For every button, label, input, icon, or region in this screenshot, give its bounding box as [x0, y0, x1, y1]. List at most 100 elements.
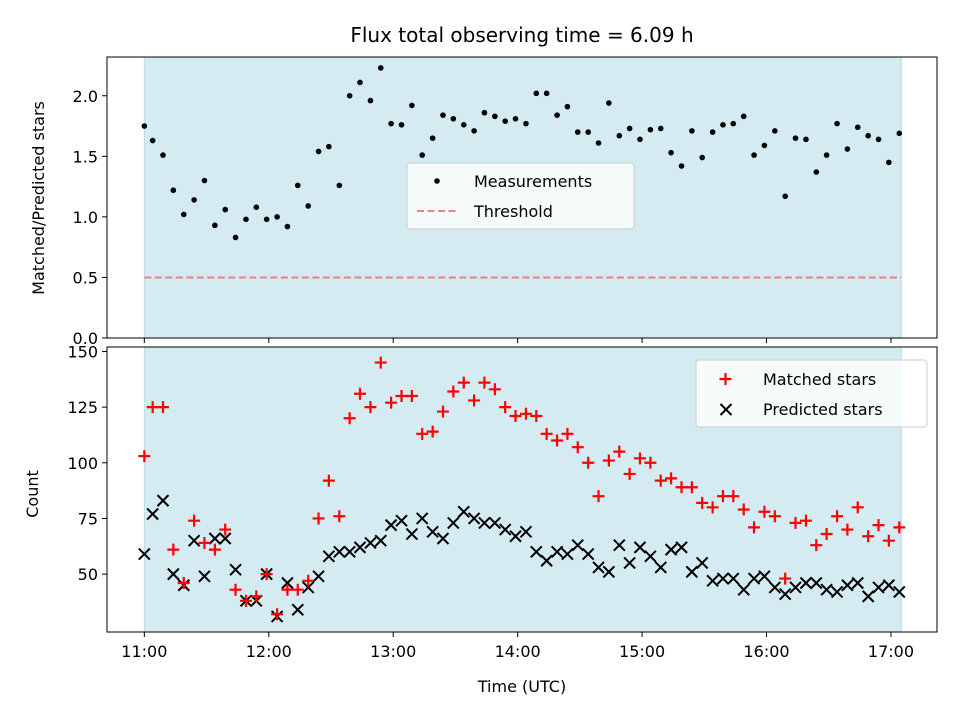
bottom-y-tick-label: 50	[78, 565, 98, 584]
measurement-point	[886, 159, 892, 166]
measurement-point	[523, 120, 529, 127]
predicted-star-point	[467, 512, 481, 525]
matched-star-point	[706, 501, 719, 514]
legend-predicted-label: Predicted stars	[763, 400, 883, 419]
matched-star-point	[271, 608, 284, 621]
predicted-star-point	[198, 570, 211, 583]
bottom-y-tick-label: 125	[67, 398, 98, 417]
top-y-tick-label: 2.0	[73, 87, 98, 106]
predicted-star-point	[592, 561, 605, 574]
matched-star-point	[239, 594, 252, 607]
matched-star-point	[789, 516, 802, 529]
predicted-star-point	[302, 581, 315, 594]
matched-star-point	[385, 396, 398, 409]
top-panel: 0.0 0.5 1.0 1.5 2.0 Flux total observing tim…	[29, 23, 938, 348]
measurement-point	[460, 122, 467, 128]
predicted-star-point	[830, 585, 844, 599]
measurement-point	[875, 136, 882, 143]
predicted-star-point	[747, 572, 761, 585]
measurement-point	[201, 177, 208, 184]
measurement-point	[574, 129, 581, 135]
matched-star-point	[312, 512, 325, 525]
predicted-star-point	[488, 516, 502, 530]
predicted-star-point	[727, 572, 740, 585]
predicted-star-point	[447, 516, 460, 530]
measurement-point	[367, 97, 374, 104]
predicted-star-point	[778, 587, 792, 601]
x-tick-label: 17:00	[868, 642, 914, 661]
matched-star-point	[177, 577, 190, 590]
predicted-star-point	[187, 534, 201, 547]
matched-star-point	[561, 427, 574, 440]
matched-star-point	[260, 568, 273, 581]
predicted-star-point	[457, 505, 470, 518]
measurement-point	[689, 128, 695, 134]
measurement-point	[761, 142, 768, 149]
matched-star-point	[851, 501, 864, 514]
predicted-star-point	[374, 534, 387, 547]
predicted-star-point	[737, 583, 750, 596]
measurement-point	[554, 112, 560, 118]
matched-star-point	[654, 474, 667, 487]
predicted-star-point	[685, 565, 699, 579]
measurement-point	[377, 65, 384, 71]
measurement-point	[263, 216, 270, 223]
matched-star-point	[862, 530, 875, 543]
matched-star-point	[333, 510, 346, 523]
bottom-y-tick-label: 75	[78, 509, 98, 528]
top-y-tick-label: 1.0	[73, 208, 98, 227]
predicted-star-point	[436, 532, 450, 545]
legend-matched-marker	[719, 373, 732, 385]
predicted-star-point	[654, 561, 667, 574]
measurement-point	[253, 204, 260, 210]
matched-star-point	[633, 452, 646, 465]
predicted-star-point	[478, 516, 491, 530]
matched-star-point	[374, 356, 387, 369]
matched-star-point	[571, 441, 584, 454]
predicted-star-point	[851, 576, 864, 590]
predicted-star-point	[861, 590, 875, 603]
measurement-point	[844, 146, 851, 152]
matched-star-point	[893, 521, 906, 534]
measurement-point	[823, 152, 830, 158]
predicted-star-point	[550, 545, 564, 559]
predicted-star-point	[415, 512, 429, 525]
matched-star-point	[353, 387, 366, 400]
measurement-point	[212, 222, 218, 229]
matched-star-point	[188, 514, 201, 527]
predicted-star-point	[758, 570, 771, 583]
bottom-x-axis: 11:00 12:00 13:00 14:00 15:00 16:00 17:00	[121, 632, 914, 661]
matched-star-point	[509, 410, 522, 423]
predicted-star-point	[395, 514, 408, 527]
measurement-point	[616, 132, 623, 139]
legend-measurements-marker	[434, 178, 440, 184]
measurement-point	[740, 113, 747, 120]
measurement-point	[792, 135, 799, 141]
predicted-star-point	[644, 550, 657, 563]
measurement-point	[699, 154, 705, 161]
measurement-point	[419, 152, 426, 158]
bottom-y-axis: 50 75 100 125 150	[67, 342, 107, 584]
matched-star-point	[250, 590, 263, 603]
predicted-star-point	[675, 541, 688, 554]
measurement-point	[668, 149, 674, 156]
matched-star-point	[727, 490, 740, 503]
measurement-point	[346, 92, 353, 99]
measurement-point	[678, 163, 685, 169]
predicted-star-point	[364, 536, 377, 550]
predicted-star-point	[872, 581, 885, 594]
top-y-axis: 0.0 0.5 1.0 1.5 2.0	[73, 87, 107, 348]
matched-star-point	[219, 523, 232, 536]
measurements-points	[141, 65, 903, 241]
measurement-point	[533, 90, 540, 97]
predicted-star-point	[613, 538, 626, 552]
predicted-star-point	[291, 603, 304, 616]
measurement-point	[834, 120, 840, 127]
measurement-point	[647, 126, 654, 133]
measurement-point	[564, 103, 571, 110]
predicted-star-point	[810, 576, 823, 590]
legend-measurements-label: Measurements	[474, 172, 592, 191]
measurement-point	[243, 216, 249, 223]
matched-star-point	[582, 456, 595, 469]
measurement-point	[222, 206, 229, 213]
